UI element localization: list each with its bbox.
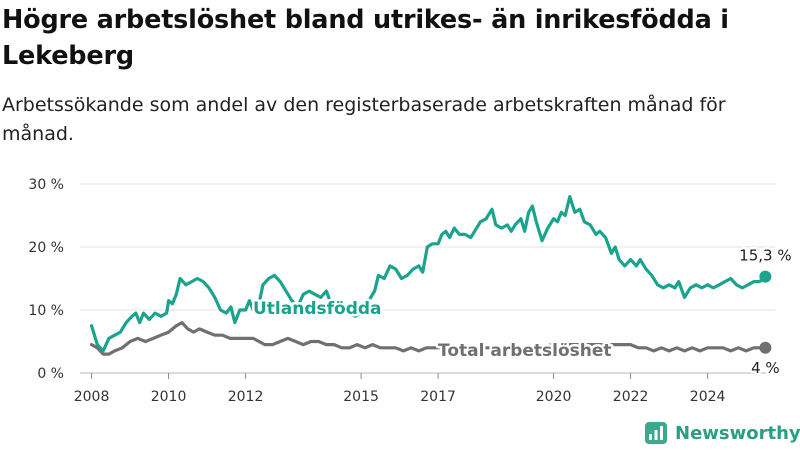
x-tick-label: 2012	[228, 389, 264, 405]
x-tick-label: 2020	[536, 389, 572, 405]
utlandsfodda-end-point	[759, 270, 772, 283]
utlandsfodda-end-label: 15,3 %	[739, 247, 791, 265]
utlandsfodda-series-label: Utlandsfödda	[253, 299, 382, 319]
series-labels: Utlandsfödda Total arbetslöshet 15,3 % 4 %	[251, 244, 795, 379]
y-tick-label: 0 %	[37, 366, 64, 382]
y-axis-ticks: 0 % 10 % 20 % 30 %	[28, 177, 64, 382]
x-tick-label: 2015	[343, 389, 379, 405]
x-tick-label: 2024	[690, 389, 726, 405]
total-end-label: 4 %	[751, 359, 780, 377]
total-series-label: Total arbetslöshet	[438, 341, 612, 361]
x-tick-label: 2008	[74, 389, 110, 405]
brand-name: Newsworthy	[675, 422, 800, 444]
series-lines	[90, 195, 772, 356]
grid-lines	[80, 183, 775, 374]
y-tick-label: 20 %	[28, 240, 64, 256]
y-tick-label: 10 %	[28, 303, 64, 319]
total-line	[90, 321, 767, 356]
y-tick-label: 30 %	[28, 177, 64, 193]
x-tick-label: 2010	[151, 389, 187, 405]
x-axis-ticks: 2008 2010 2012 2015 2017 2020 2022 2024	[74, 373, 726, 405]
x-tick-label: 2022	[613, 389, 649, 405]
newsworthy-brand[interactable]: Newsworthy	[645, 420, 800, 446]
utlandsfodda-line	[90, 195, 767, 353]
bar-chart-logo-icon	[645, 422, 667, 444]
total-end-point	[759, 341, 772, 354]
chart-title: Högre arbetslöshet bland utrikes- än inr…	[2, 5, 729, 71]
chart-subtitle: Arbetssökande som andel av den registerb…	[2, 94, 726, 145]
x-tick-label: 2017	[420, 389, 456, 405]
